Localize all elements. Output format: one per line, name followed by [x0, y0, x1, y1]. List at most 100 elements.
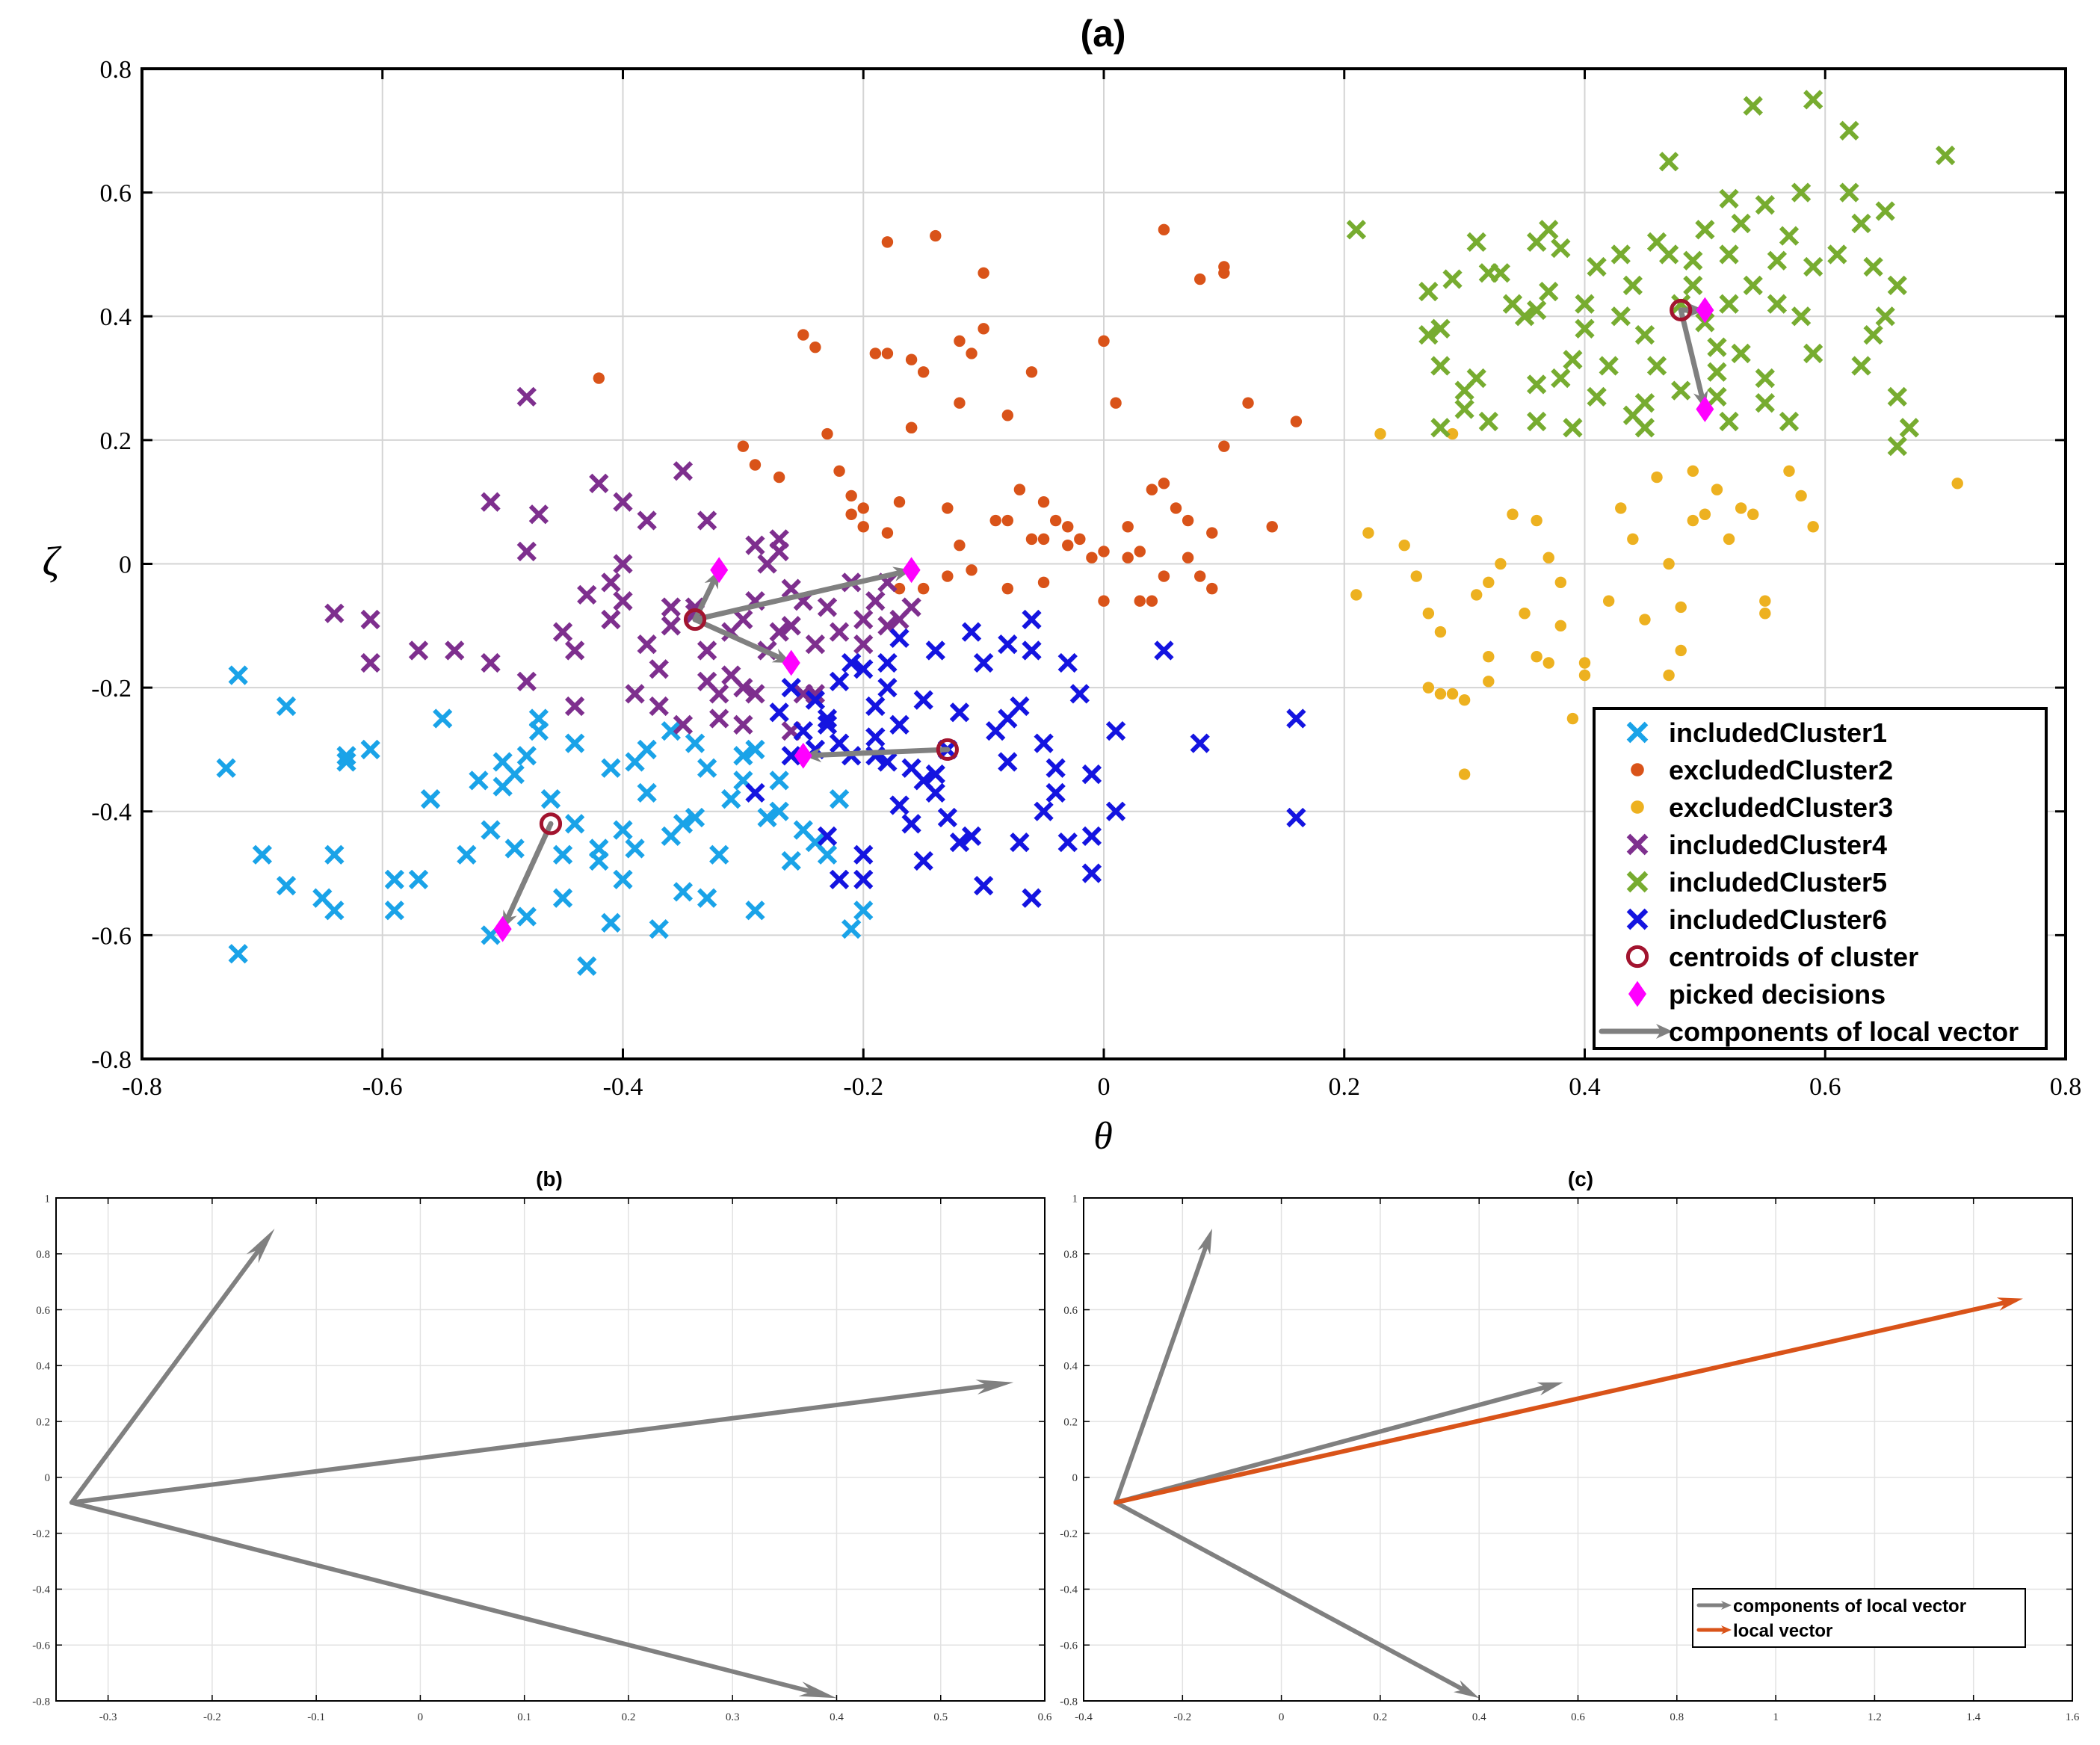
local-vector-component-arrow-head	[803, 747, 822, 763]
point-excludedCluster2	[966, 564, 978, 576]
point-includedCluster6-stroke	[841, 652, 862, 673]
point-includedCluster1-stroke	[637, 782, 657, 803]
point-includedCluster6-stroke	[913, 850, 933, 871]
point-includedCluster1	[324, 901, 345, 921]
point-includedCluster5-stroke	[1803, 256, 1823, 277]
point-excludedCluster2	[1001, 514, 1014, 527]
point-includedCluster5-stroke	[1563, 418, 1583, 438]
point-includedCluster4	[528, 504, 549, 525]
point-excludedCluster2	[1158, 478, 1170, 489]
y-tick-label: -0.2	[91, 675, 132, 702]
point-includedCluster6	[913, 690, 933, 710]
point-excludedCluster2	[1013, 484, 1026, 495]
point-includedCluster6-stroke	[853, 869, 874, 889]
point-includedCluster6	[1057, 652, 1078, 673]
point-includedCluster1-stroke	[841, 918, 862, 939]
point-includedCluster1-stroke	[360, 739, 380, 760]
point-includedCluster6-stroke	[889, 795, 910, 815]
point-includedCluster6	[961, 622, 982, 642]
point-includedCluster4	[697, 510, 717, 531]
point-includedCluster4	[829, 622, 850, 642]
point-excludedCluster2	[1146, 484, 1158, 495]
point-includedCluster1	[528, 708, 549, 729]
legend-label: includedCluster1	[1669, 717, 1887, 748]
point-includedCluster6-stroke	[877, 677, 898, 698]
point-includedCluster5	[1454, 399, 1474, 419]
point-includedCluster1-stroke	[324, 844, 345, 865]
point-includedCluster5	[1683, 275, 1703, 295]
point-includedCluster5	[1430, 418, 1451, 438]
point-includedCluster5-stroke	[1755, 368, 1775, 389]
point-includedCluster6-stroke	[865, 696, 886, 717]
chart-b-arrows	[69, 1229, 1014, 1699]
point-includedCluster1	[216, 758, 236, 778]
point-includedCluster4-stroke	[601, 609, 621, 630]
panel-a: (a) -0.8 -0.6 -0.4 -0.2 0 0.2 0.4 0.6 0.8-0.8-0.…	[43, 13, 2082, 1158]
point-includedCluster1	[228, 944, 248, 964]
panel-c: (c) -0.4 -0.2 0 0.2 0.4 0.6 0.8 1 1.2 1.4 1.6-0.8-…	[1060, 1167, 2080, 1723]
point-excludedCluster3	[1507, 508, 1519, 520]
legend-arrow-icon-head	[1656, 1024, 1673, 1039]
x-tick-label: -0.4	[603, 1073, 643, 1101]
point-includedCluster4-stroke	[613, 591, 633, 611]
point-includedCluster5	[1575, 318, 1595, 339]
point-includedCluster4-stroke	[589, 473, 609, 493]
x-tick-label: -0.2	[1173, 1711, 1191, 1723]
point-includedCluster4-stroke	[781, 616, 801, 636]
x-tick-label: -0.3	[99, 1711, 117, 1723]
point-includedCluster4-stroke	[853, 634, 874, 655]
point-includedCluster5	[1599, 356, 1619, 376]
point-includedCluster1	[481, 820, 501, 840]
point-includedCluster1-stroke	[516, 746, 537, 766]
point-includedCluster1	[336, 752, 356, 772]
point-includedCluster5	[1791, 182, 1812, 203]
legend-arrow-icon-head	[1721, 1601, 1732, 1610]
point-includedCluster5	[1514, 306, 1535, 327]
point-includedCluster1-stroke	[504, 764, 525, 785]
x-tick-label: -0.4	[1075, 1711, 1093, 1723]
point-includedCluster6-stroke	[877, 752, 898, 772]
point-includedCluster4	[637, 510, 657, 531]
point-excludedCluster2	[1134, 546, 1146, 558]
y-tick-label: -0.6	[1060, 1640, 1078, 1652]
point-excludedCluster2	[845, 489, 857, 502]
point-includedCluster5-stroke	[1899, 418, 1920, 438]
point-includedCluster4	[516, 671, 537, 691]
point-includedCluster1	[408, 869, 429, 889]
point-includedCluster4	[745, 535, 765, 555]
point-includedCluster1-stroke	[637, 739, 657, 760]
series-excludedCluster2	[593, 223, 1303, 607]
point-includedCluster4	[516, 541, 537, 562]
vector-arrow	[1113, 1382, 1563, 1505]
y-tick-label: -0.8	[91, 1046, 132, 1074]
point-includedCluster1-stroke	[276, 875, 297, 896]
point-includedCluster1-stroke	[601, 758, 621, 778]
point-excludedCluster2	[1170, 502, 1182, 514]
point-excludedCluster3	[1554, 620, 1567, 632]
point-includedCluster5	[1707, 337, 1727, 357]
point-excludedCluster3	[1578, 669, 1591, 682]
point-includedCluster5	[1622, 275, 1643, 295]
point-includedCluster5-stroke	[1839, 182, 1859, 203]
point-includedCluster1	[637, 782, 657, 803]
point-includedCluster6	[973, 875, 994, 896]
point-includedCluster5-stroke	[1490, 263, 1511, 283]
point-includedCluster4	[661, 597, 681, 617]
y-tick-label: 0.2	[100, 427, 132, 455]
point-includedCluster6-stroke	[925, 782, 945, 803]
point-includedCluster1	[709, 844, 729, 865]
point-includedCluster5-stroke	[1719, 294, 1739, 314]
point-includedCluster1-stroke	[552, 888, 573, 908]
point-includedCluster6	[949, 702, 970, 723]
point-includedCluster5-stroke	[1707, 362, 1727, 382]
point-includedCluster5	[1839, 182, 1859, 203]
vector-arrow-shaft	[1113, 1384, 1548, 1505]
point-includedCluster5-stroke	[1707, 337, 1727, 357]
point-includedCluster1-stroke	[817, 844, 838, 865]
point-includedCluster4	[817, 597, 838, 617]
point-excludedCluster2	[1110, 397, 1122, 409]
point-includedCluster4-stroke	[673, 461, 694, 481]
legend-label: centroids of cluster	[1669, 942, 1918, 972]
y-tick-label: -0.8	[1060, 1696, 1078, 1708]
point-excludedCluster3	[1699, 508, 1711, 520]
